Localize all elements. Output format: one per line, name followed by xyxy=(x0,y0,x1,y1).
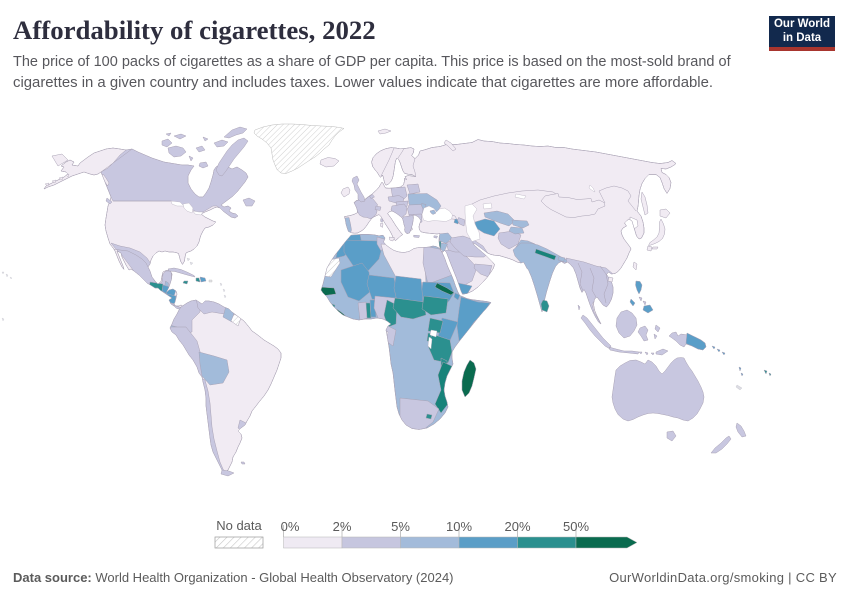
svg-text:50%: 50% xyxy=(563,519,589,534)
svg-text:No data: No data xyxy=(216,518,262,533)
svg-text:2%: 2% xyxy=(333,519,352,534)
svg-text:0%: 0% xyxy=(281,519,300,534)
svg-text:20%: 20% xyxy=(504,519,530,534)
svg-text:10%: 10% xyxy=(446,519,472,534)
svg-text:5%: 5% xyxy=(391,519,410,534)
